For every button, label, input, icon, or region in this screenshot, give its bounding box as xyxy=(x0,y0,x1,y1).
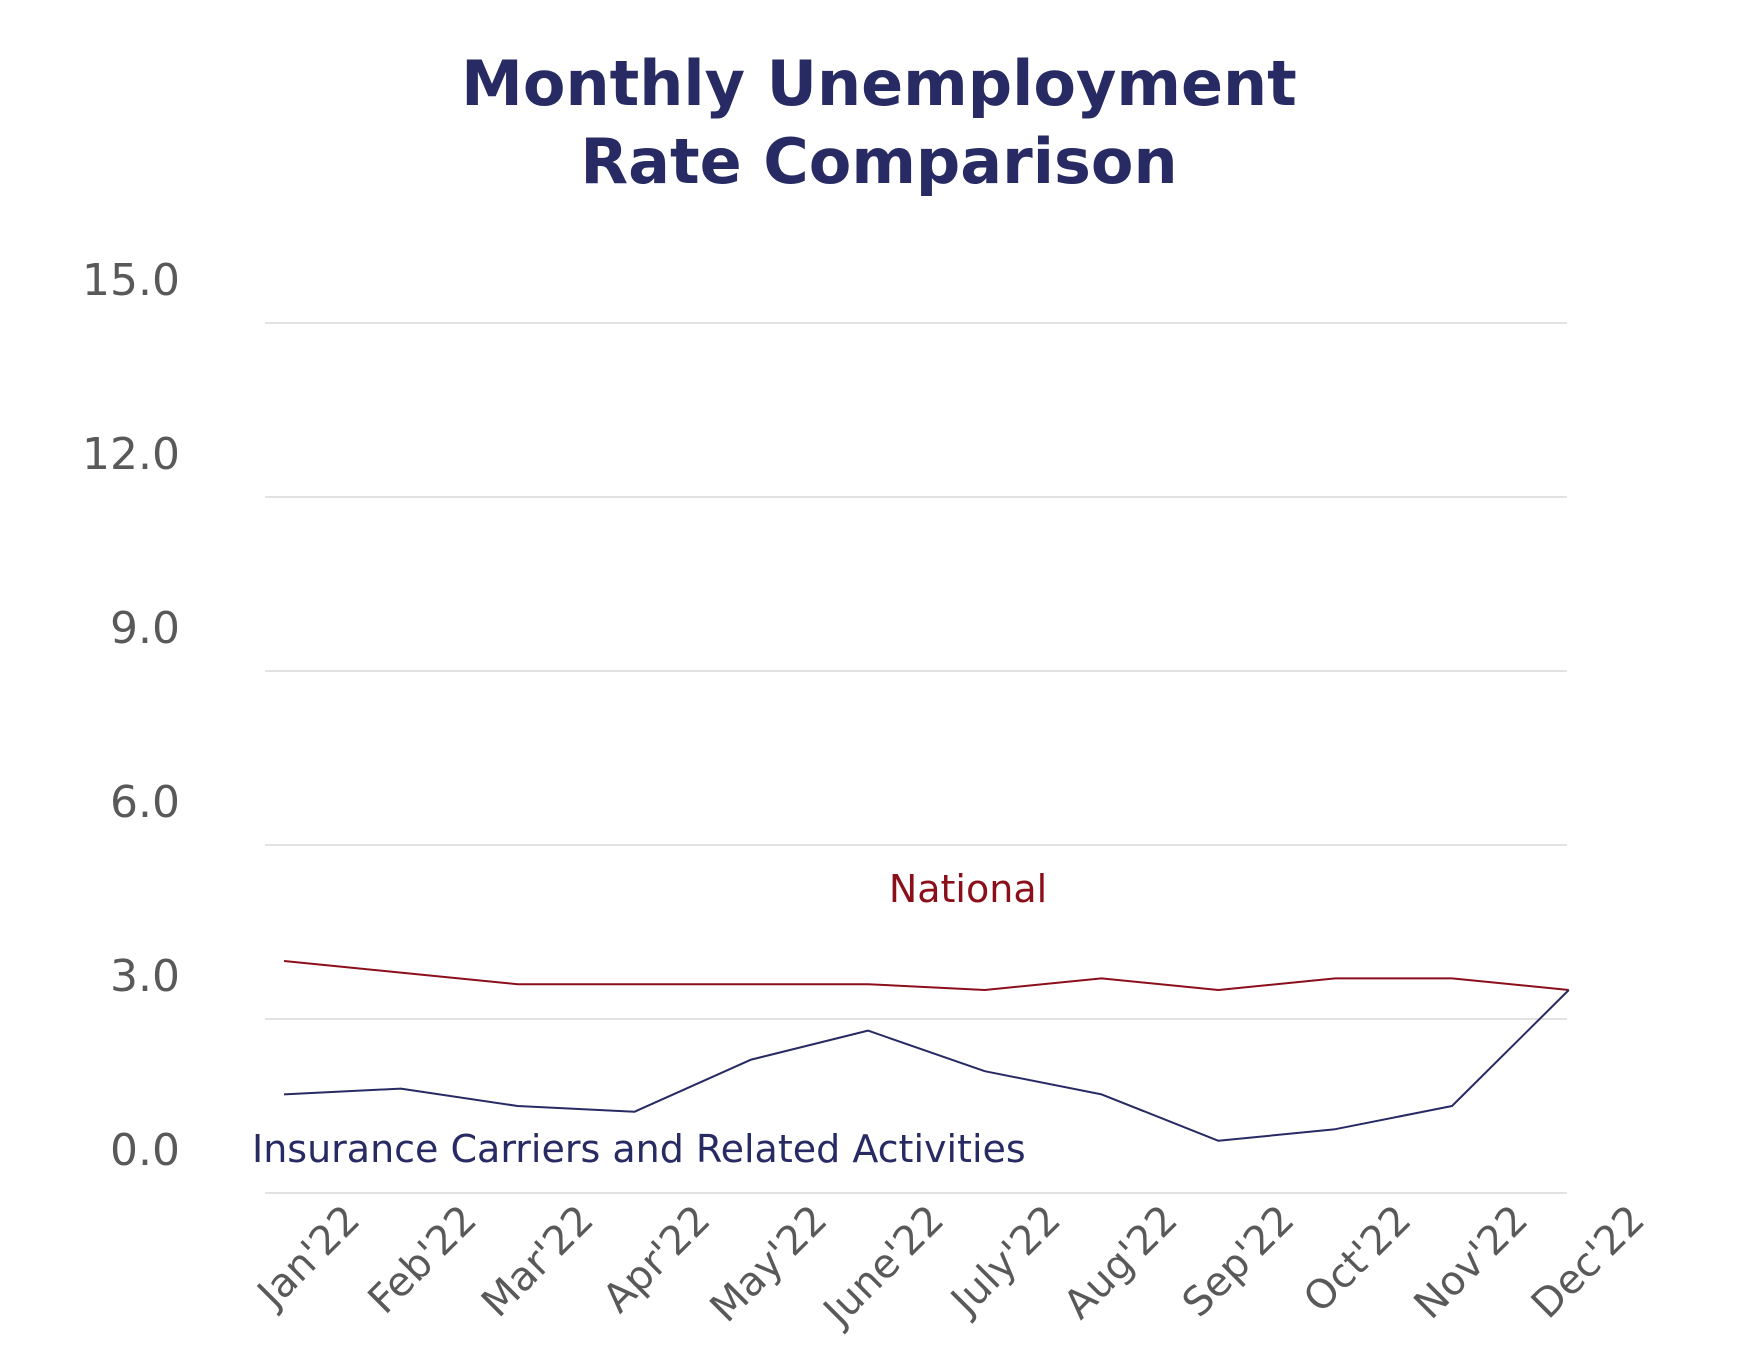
x-tick-label: July'22 xyxy=(941,1197,1070,1326)
x-tick-label: Nov'22 xyxy=(1406,1197,1537,1328)
x-tick-label: Jan'22 xyxy=(247,1197,369,1319)
y-tick-label: 6.0 xyxy=(110,777,180,828)
series-line-0 xyxy=(283,960,1569,991)
chart-title-line-2: Rate Comparison xyxy=(580,125,1177,198)
x-tick-label: Feb'22 xyxy=(359,1197,485,1323)
chart-title: Monthly Unemployment Rate Comparison xyxy=(461,47,1297,198)
series xyxy=(283,960,1570,1142)
x-tick-label: Sep'22 xyxy=(1174,1197,1304,1327)
y-tick-label: 3.0 xyxy=(110,951,180,1002)
y-tick-label: 15.0 xyxy=(82,255,180,306)
x-tick-label: Aug'22 xyxy=(1055,1197,1187,1329)
y-axis: 0.0 3.0 6.0 9.0 12.0 15.0 xyxy=(82,255,180,1176)
x-tick-label: Apr'22 xyxy=(594,1197,719,1322)
y-tick-label: 12.0 xyxy=(82,429,180,480)
x-tick-label: Dec'22 xyxy=(1523,1197,1654,1328)
x-tick-label: May'22 xyxy=(702,1197,837,1332)
y-tick-label: 0.0 xyxy=(110,1125,180,1176)
x-tick-label: Mar'22 xyxy=(473,1197,603,1327)
y-tick-label: 9.0 xyxy=(110,603,180,654)
series-label-1: Insurance Carriers and Related Activitie… xyxy=(252,1127,1026,1171)
gridlines xyxy=(265,322,1567,1194)
x-axis: Jan'22Feb'22Mar'22Apr'22May'22June'22Jul… xyxy=(247,1197,1654,1337)
x-tick-label: Oct'22 xyxy=(1295,1197,1420,1322)
series-labels: National Insurance Carriers and Related A… xyxy=(252,867,1047,1171)
x-tick-label: June'22 xyxy=(813,1197,953,1337)
chart-title-line-1: Monthly Unemployment xyxy=(461,47,1297,120)
series-label-0: National xyxy=(889,867,1047,911)
series-line-1 xyxy=(283,989,1570,1142)
